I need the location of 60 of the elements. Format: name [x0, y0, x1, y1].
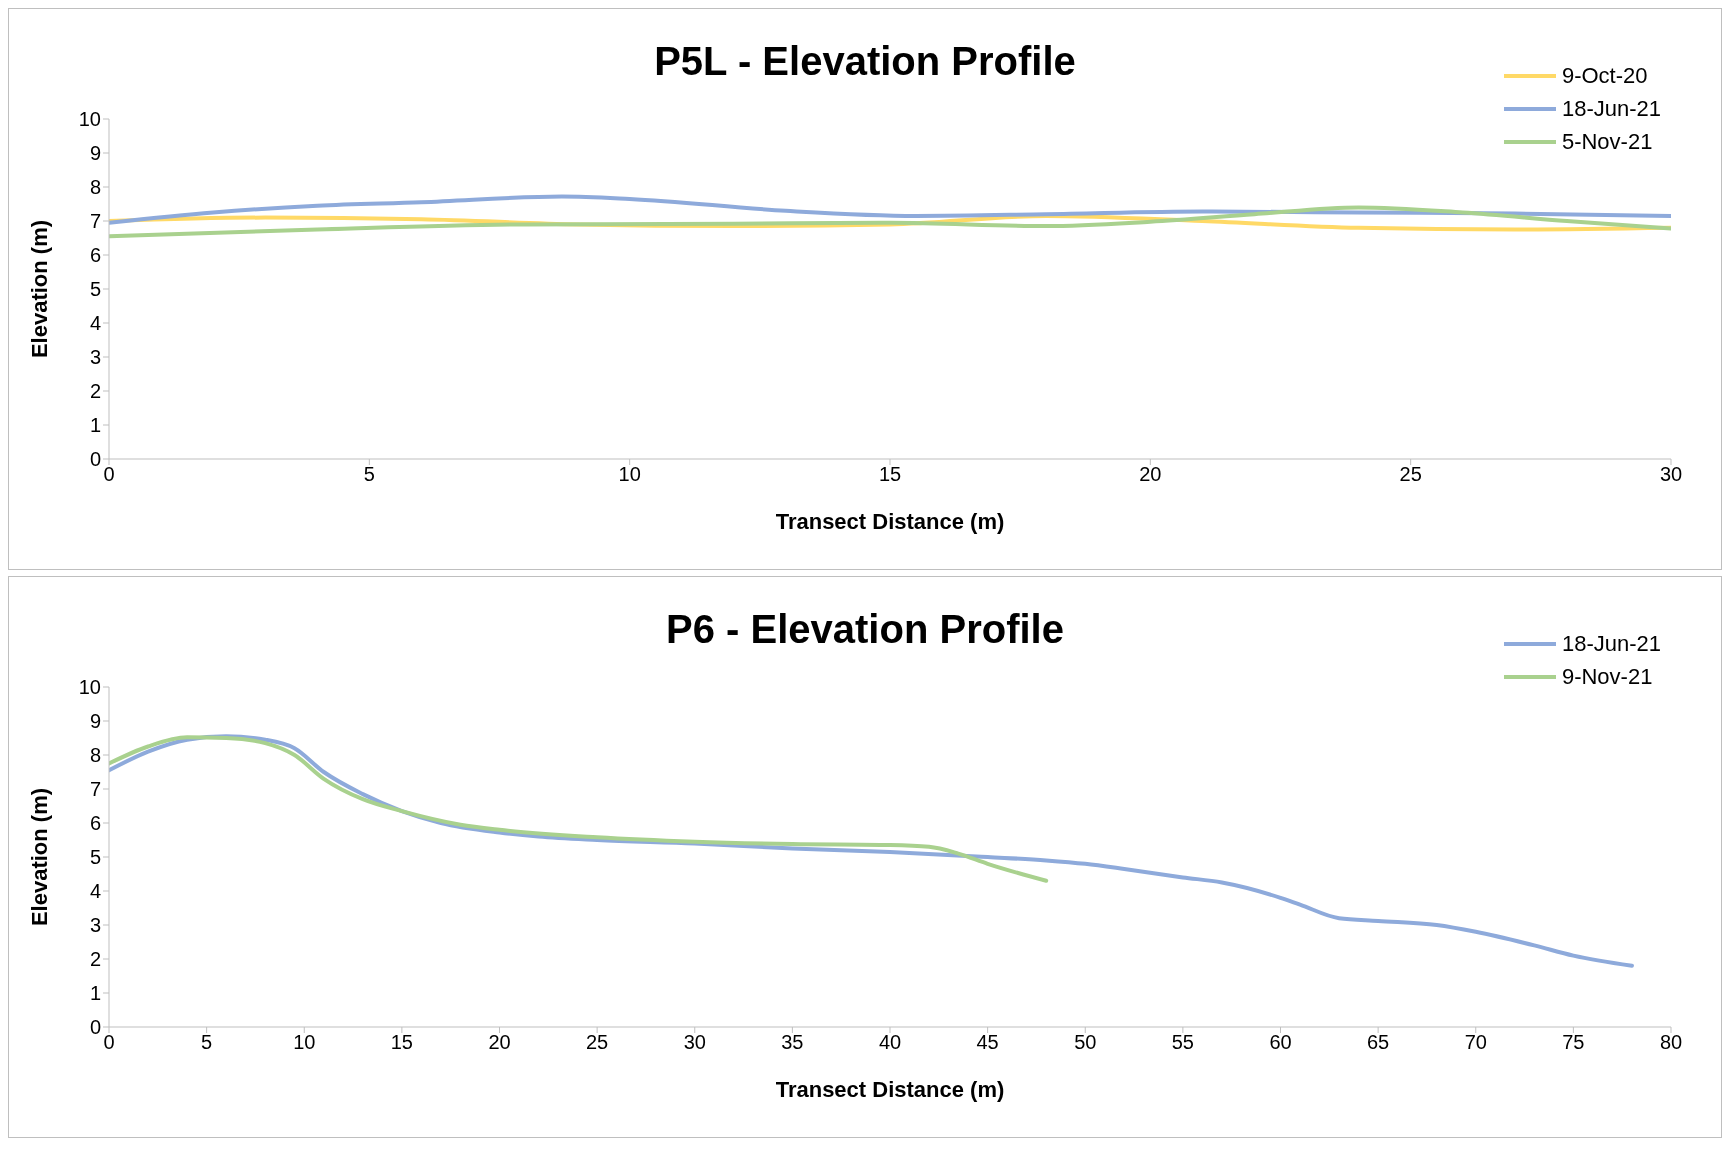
y-tick-label: 1: [89, 982, 101, 1005]
x-tick-label: 80: [1659, 1031, 1683, 1054]
y-tick-label: 3: [89, 914, 101, 937]
x-axis-title: Transect Distance (m): [775, 1077, 1005, 1102]
y-tick-label: 9: [89, 142, 101, 165]
y-tick-label: 8: [89, 744, 101, 767]
legend-label: 9-Oct-20: [1561, 62, 1648, 89]
x-tick-label: 40: [878, 1031, 902, 1054]
line-series: [109, 205, 1671, 239]
y-tick-label: 4: [89, 312, 101, 335]
x-tick-label: 30: [1659, 463, 1683, 486]
y-tick-label: 6: [89, 812, 101, 835]
chart-title: P5L - Elevation Profile: [654, 39, 1076, 83]
y-tick-label: 2: [89, 948, 101, 971]
x-tick-label: 10: [618, 463, 641, 486]
y-tick-label: 10: [78, 108, 101, 131]
y-tick-label: 3: [89, 346, 101, 369]
legend-label: 9-Nov-21: [1561, 663, 1653, 690]
x-tick-label: 0: [103, 463, 115, 486]
line-series: [109, 194, 1671, 225]
legend-label: 18-Jun-21: [1561, 630, 1661, 657]
x-tick-label: 35: [781, 1031, 804, 1054]
x-tick-label: 5: [201, 1031, 213, 1054]
x-tick-label: 30: [683, 1031, 706, 1054]
x-tick-label: 20: [1139, 463, 1162, 486]
y-tick-label: 8: [89, 176, 101, 199]
x-tick-label: 75: [1562, 1031, 1585, 1054]
x-axis-title: Transect Distance (m): [775, 509, 1005, 534]
y-axis-title: Elevation (m): [26, 219, 52, 359]
x-tick-label: 50: [1074, 1031, 1097, 1054]
y-tick-label: 10: [78, 676, 101, 699]
x-tick-label: 60: [1269, 1031, 1292, 1054]
y-tick-label: 5: [89, 846, 101, 869]
chart-title: P6 - Elevation Profile: [666, 607, 1064, 651]
y-tick-label: 1: [89, 414, 101, 437]
x-tick-label: 45: [976, 1031, 999, 1054]
x-tick-label: 0: [103, 1031, 115, 1054]
x-tick-label: 55: [1171, 1031, 1194, 1054]
x-tick-label: 65: [1367, 1031, 1390, 1054]
x-tick-label: 15: [878, 463, 902, 486]
y-tick-label: 4: [89, 880, 101, 903]
legend-label: 18-Jun-21: [1561, 95, 1661, 122]
x-tick-label: 70: [1464, 1031, 1487, 1054]
y-tick-label: 7: [89, 778, 101, 801]
x-tick-label: 20: [488, 1031, 511, 1054]
y-tick-label: 9: [89, 710, 101, 733]
y-axis-title: Elevation (m): [26, 787, 52, 927]
x-tick-label: 25: [586, 1031, 609, 1054]
y-tick-label: 5: [89, 278, 101, 301]
x-tick-label: 10: [293, 1031, 316, 1054]
x-tick-label: 5: [363, 463, 375, 486]
x-tick-label: 15: [390, 1031, 413, 1054]
line-series: [109, 735, 1049, 883]
y-tick-label: 7: [89, 210, 101, 233]
x-tick-label: 25: [1399, 463, 1422, 486]
y-tick-label: 0: [89, 1016, 101, 1039]
y-tick-label: 2: [89, 380, 101, 403]
legend-label: 5-Nov-21: [1561, 128, 1653, 155]
y-tick-label: 0: [89, 448, 101, 471]
y-tick-label: 6: [89, 244, 101, 267]
